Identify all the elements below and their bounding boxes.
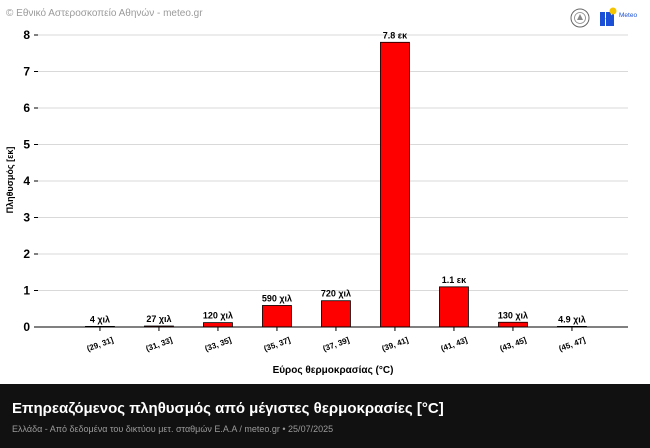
bars (85, 41, 587, 328)
data-label: 1.1 εκ (442, 275, 467, 285)
meteo-logo-text: Meteo (619, 12, 637, 19)
data-label: 27 χιλ (146, 314, 171, 324)
x-tick-label: (33, 35] (204, 335, 233, 353)
grid-lines (38, 34, 628, 291)
x-tick-label: (41, 43] (440, 335, 469, 353)
y-tick-label: 7 (23, 65, 30, 79)
bar (498, 321, 528, 328)
x-tick-label: (39, 41] (381, 335, 410, 353)
bar (380, 41, 410, 328)
x-tick-label: (37, 39] (322, 335, 351, 353)
bar (262, 305, 292, 328)
x-tick-label: (35, 37] (263, 335, 292, 353)
logo-group: Meteo (570, 6, 642, 32)
data-label: 4 χιλ (90, 314, 110, 324)
y-tick-label: 5 (23, 138, 30, 152)
footer-subtitle: Ελλάδα - Από δεδομένα του δικτύου μετ. σ… (12, 424, 334, 434)
x-tick-label: (45, 47] (558, 335, 587, 353)
x-tick-label: (43, 45] (499, 335, 528, 353)
footer-title: Επηρεαζόμενος πληθυσμός από μέγιστες θερ… (12, 400, 444, 417)
bar-chart: 0 1 2 3 4 5 6 7 8 4 χιλ 27 χιλ 120 χιλ 590 χιλ 720 χ… (5, 28, 628, 376)
data-label: 720 χιλ (321, 289, 351, 299)
y-tick-label: 6 (23, 101, 30, 115)
y-tick-label: 8 (23, 28, 30, 42)
data-label: 120 χιλ (203, 311, 233, 321)
y-tick-label: 0 (23, 320, 30, 334)
y-tick-label: 4 (23, 174, 30, 188)
x-tick-label: (29, 31] (86, 335, 115, 353)
x-tick-label: (31, 33] (145, 335, 174, 353)
copyright-notice: © Εθνικό Αστεροσκοπείο Αθηνών - meteo.gr (6, 8, 203, 19)
data-labels: 4 χιλ 27 χιλ 120 χιλ 590 χιλ 720 χιλ 7.8 εκ 1.… (90, 30, 586, 324)
observatory-seal-icon (570, 8, 590, 28)
x-axis-title: Εύρος θερμοκρασίας (°C) (273, 365, 394, 376)
x-axis-ticks: (29, 31] (31, 33] (33, 35] (35, 37] (37, 39]… (86, 327, 587, 353)
y-tick-label: 1 (23, 284, 30, 298)
y-axis-ticks: 0 1 2 3 4 5 6 7 8 (23, 28, 38, 334)
meteo-logo-icon: Meteo (600, 7, 637, 26)
data-label: 130 χιλ (498, 310, 528, 320)
data-label: 4.9 χιλ (558, 314, 586, 324)
bar (439, 286, 469, 328)
data-label: 7.8 εκ (383, 30, 408, 40)
bar (203, 322, 233, 328)
bar (321, 300, 351, 328)
footer-banner: Επηρεαζόμενος πληθυσμός από μέγιστες θερ… (0, 384, 650, 448)
y-tick-label: 3 (23, 211, 30, 225)
data-label: 590 χιλ (262, 293, 292, 303)
y-tick-label: 2 (23, 247, 30, 261)
y-axis-title: Πληθυσμός [εκ] (5, 147, 15, 214)
